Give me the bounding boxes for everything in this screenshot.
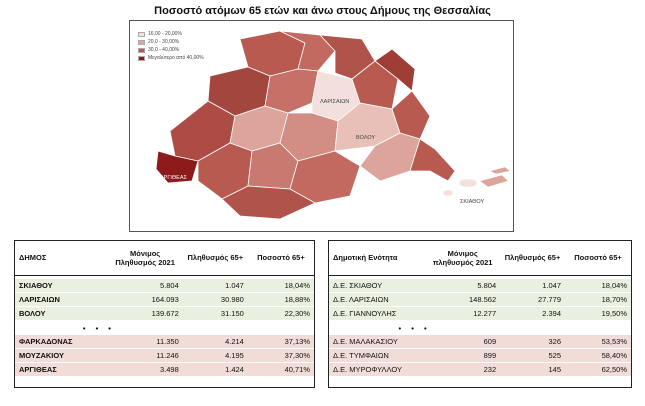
legend-item: Μεγαλύτερο από 40,00%	[138, 54, 204, 62]
map-region	[409, 138, 456, 182]
table-row: Δ.Ε. ΜΥΡΟΦΥΛΛΟΥ 232 145 62,50%	[329, 362, 631, 377]
table-row: ΜΟΥΖΑΚΙΟΥ 11.246 4.195 37,30%	[15, 348, 314, 363]
legend-item: 20,0 - 30,00%	[138, 38, 204, 46]
table-row: Δ.Ε. ΓΙΑΝΝΟΥΛΗΣ 12.277 2.394 19,50%	[329, 306, 631, 321]
map-region	[391, 90, 431, 140]
map-region	[374, 48, 416, 92]
map-label-skiathos: ΣΚΙΑΘΟΥ	[460, 199, 485, 205]
left-table: ΔΗΜΟΣ Μόνιμος Πληθυσμός 2021 Πληθυσμός 6…	[15, 241, 314, 377]
legend-item: 30,0 - 40,00%	[138, 46, 204, 54]
legend-swatch	[138, 55, 145, 61]
map-label-volos: ΒΟΛΟΥ	[356, 135, 376, 141]
table-row: Δ.Ε. ΛΑΡΙΣΑΙΩΝ 148.562 27.779 18,70%	[329, 292, 631, 307]
map-label-argithea: ΑΡΓΙΘΕΑΣ	[160, 175, 188, 181]
map-region	[351, 60, 399, 110]
map-region	[264, 68, 319, 114]
col-header: Μόνιμος Πληθυσμός 2021	[107, 241, 183, 276]
col-header: Ποσοστό 65+	[247, 241, 314, 276]
ellipsis-row: • • •	[398, 323, 431, 333]
table-row: ΒΟΛΟΥ 139.672 31.150 22,30%	[15, 306, 314, 321]
table-row: ΛΑΡΙΣΑΙΩΝ 164.093 30.980 18,88%	[15, 292, 314, 307]
left-table-frame	[14, 240, 315, 388]
legend-swatch	[138, 39, 145, 45]
col-header: Ποσοστό 65+	[565, 241, 631, 276]
map-label-larisa: ΛΑΡΙΣΑΙΩΝ	[320, 99, 349, 105]
map-region	[155, 150, 199, 184]
col-header: Μόνιμος πληθυσμός 2021	[425, 241, 501, 276]
col-header: Πληθυσμός 65+	[500, 241, 565, 276]
table-row: ΑΡΓΙΘΕΑΣ 3.498 1.424 40,71%	[15, 362, 314, 377]
table-row: Δ.Ε. ΜΑΛΑΚΑΣΙΟΥ 609 326 53,53%	[329, 335, 631, 349]
col-header: Πληθυσμός 65+	[182, 241, 248, 276]
right-table-frame	[328, 240, 632, 388]
col-header: Δημοτική Ενότητα	[329, 241, 426, 276]
legend-swatch	[138, 31, 145, 37]
legend-item: 16,00 - 20,00%	[138, 30, 204, 38]
legend-swatch	[138, 47, 145, 53]
right-table: Δημοτική Ενότητα Μόνιμος πληθυσμός 2021 …	[329, 241, 631, 377]
table-row: ΣΚΙΑΘΟΥ 5.804 1.047 18,04%	[15, 279, 314, 293]
table-row: Δ.Ε. ΤΥΜΦΑΙΩΝ 899 525 58,40%	[329, 348, 631, 363]
sporades-islands	[442, 166, 511, 197]
ellipsis-row: • • •	[82, 323, 115, 333]
map-svg: ΛΑΡΙΣΑΙΩΝ ΒΟΛΟΥ ΣΚΙΑΘΟΥ ΑΡΓΙΘΕΑΣ	[155, 30, 511, 220]
page-title: Ποσοστό ατόμων 65 ετών και άνω στους Δήμ…	[154, 5, 491, 17]
choropleth-map: ΛΑΡΙΣΑΙΩΝ ΒΟΛΟΥ ΣΚΙΑΘΟΥ ΑΡΓΙΘΕΑΣ 16,00 -…	[129, 20, 514, 232]
table-row: ΦΑΡΚΑΔΟΝΑΣ 11.350 4.214 37,13%	[15, 335, 314, 349]
table-row: Δ.Ε. ΣΚΙΑΘΟΥ 5.804 1.047 18,04%	[329, 279, 631, 293]
map-legend: 16,00 - 20,00% 20,0 - 30,00% 30,0 - 40,0…	[138, 30, 204, 62]
col-header: ΔΗΜΟΣ	[15, 241, 108, 276]
map-region	[221, 185, 316, 220]
